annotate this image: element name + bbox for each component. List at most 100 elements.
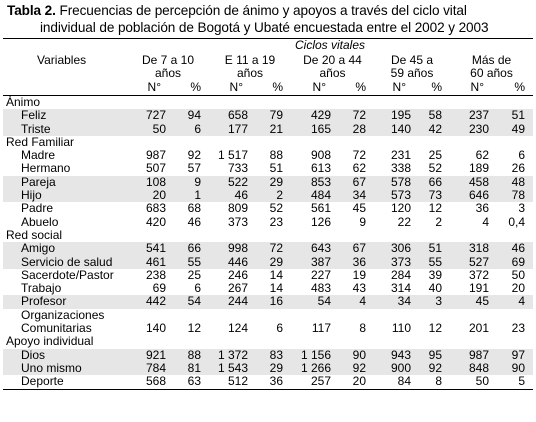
- percent-cell: 42: [414, 122, 450, 136]
- caption-line-2: individual de población de Bogotá y Ubat…: [40, 20, 489, 35]
- count-cell: 387: [291, 255, 334, 269]
- section-title: Ánimo: [6, 95, 41, 109]
- group-header-line2: 60 años: [470, 66, 513, 80]
- group-header-line1: Más de: [471, 53, 512, 67]
- count-cell: 314: [390, 281, 411, 296]
- count-cell: 446: [209, 255, 251, 269]
- percent-cell: 67: [334, 241, 374, 256]
- percent-cell: 3: [414, 295, 450, 309]
- count-cell: 46: [209, 188, 251, 203]
- percent-cell: 43: [352, 281, 366, 296]
- percent-cell: 90: [334, 348, 374, 362]
- count-cell: 54: [291, 295, 334, 309]
- table-row: Servicio de salud 461 55 446 29 387 36 373 55 527…: [3, 255, 534, 269]
- percent-cell: 57: [187, 161, 201, 176]
- table-row: Pareja 108 9 522 29 853 67 578 66 458 48: [3, 175, 534, 190]
- table-row: Sacerdote/Pastor 238 25 246 14 227 19 284 39 372 5…: [3, 267, 533, 282]
- pct-header: %: [169, 80, 209, 96]
- percent-cell: 51: [269, 161, 283, 176]
- count-cell: 429: [291, 108, 334, 123]
- count-cell: 84: [374, 375, 414, 390]
- count-cell: 50: [127, 122, 169, 136]
- count-cell: 541: [127, 241, 169, 256]
- table-row: Padre 683 68 809 52 561 45 120 12 36 3: [3, 201, 533, 216]
- percent-cell: 6: [194, 281, 201, 296]
- percent-cell: 25: [187, 267, 201, 282]
- section-header-row: Red Familiar: [3, 134, 533, 149]
- group-header-line2: años: [319, 66, 346, 80]
- percent-cell: 16: [251, 295, 291, 309]
- percent-cell: 72: [251, 241, 291, 256]
- table-caption: Tabla 2. Frecuencias de percepción de án…: [7, 2, 533, 36]
- percent-cell: 49: [492, 122, 534, 136]
- section-title: Red Familiar: [6, 134, 75, 149]
- count-cell: 683: [145, 201, 166, 216]
- count-cell: 22: [397, 214, 411, 229]
- header-row-groups-1: Variables De 7 a 10 E 11 a 19 De 20 a 44…: [3, 52, 533, 67]
- percent-cell: 19: [352, 267, 366, 282]
- table-row: Triste 50 6 177 21 165 28 140 42 230 49: [3, 122, 534, 136]
- percent-cell: 2: [251, 188, 291, 203]
- percent-cell: 25: [428, 148, 442, 163]
- percent-cell: 66: [169, 241, 209, 256]
- section-title: Apoyo individual: [6, 334, 94, 349]
- variables-header: Variables: [37, 53, 87, 67]
- percent-cell: 3: [518, 201, 526, 216]
- count-cell: 231: [390, 148, 411, 163]
- percent-cell: 1: [169, 188, 209, 203]
- row-label: Servicio de salud: [3, 255, 127, 269]
- count-cell: 246: [227, 267, 248, 282]
- table-body: Ánimo Feliz 727 94 658 79 429 72 195 58 237 51 Trist…: [3, 95, 534, 390]
- percent-cell: 92: [334, 361, 374, 376]
- count-cell: 284: [390, 267, 411, 282]
- count-cell: 1 543: [209, 361, 251, 376]
- row-label: Hijo: [3, 188, 127, 203]
- row-label: Deporte: [3, 375, 127, 390]
- count-cell: 613: [310, 161, 331, 176]
- percent-cell: 2: [435, 214, 442, 229]
- caption-line-1: Tabla 2. Frecuencias de percepción de án…: [7, 2, 533, 19]
- percent-cell: 36: [334, 255, 374, 269]
- count-cell: 727: [127, 108, 169, 123]
- percent-cell: 81: [169, 361, 209, 376]
- count-cell: 442: [127, 295, 169, 309]
- percent-cell: 9: [169, 175, 209, 190]
- count-cell: 69: [152, 281, 166, 296]
- table-row: Amigo 541 66 998 72 643 67 306 51 318 46: [3, 241, 534, 256]
- percent-cell: 48: [492, 175, 534, 190]
- percent-cell: 73: [414, 188, 450, 203]
- count-cell: 372: [468, 267, 489, 282]
- n-header: N°: [209, 80, 251, 96]
- percent-cell: 78: [492, 188, 534, 203]
- percent-cell: 29: [251, 175, 291, 190]
- section-header-row: Red social: [3, 228, 533, 242]
- percent-cell: 4: [492, 295, 534, 309]
- percent-cell: 95: [414, 348, 450, 362]
- count-cell: 420: [145, 214, 166, 229]
- percent-cell: 72: [334, 108, 374, 123]
- count-cell: 921: [127, 348, 169, 362]
- table-row: Comunitarias 140 12 124 6 117 8 110 12 201 23: [3, 321, 533, 336]
- count-cell: 4: [482, 214, 489, 229]
- count-cell: 227: [310, 267, 331, 282]
- n-header: N°: [450, 80, 492, 96]
- count-cell: 853: [291, 175, 334, 190]
- percent-cell: 88: [169, 348, 209, 362]
- count-cell: 257: [291, 375, 334, 390]
- section-header-row: Ánimo: [3, 95, 533, 110]
- count-cell: 120: [390, 201, 411, 216]
- percent-cell: 9: [359, 214, 366, 229]
- count-cell: 578: [374, 175, 414, 190]
- count-cell: 201: [468, 321, 489, 336]
- percent-cell: 72: [352, 148, 366, 163]
- percent-cell: 39: [428, 267, 442, 282]
- count-cell: 36: [475, 201, 489, 216]
- percent-cell: 68: [187, 201, 201, 216]
- count-cell: 658: [209, 108, 251, 123]
- group-header-line1: De 45 a: [390, 53, 434, 67]
- count-cell: 195: [374, 108, 414, 123]
- percent-cell: 88: [269, 148, 283, 163]
- pct-header: %: [492, 80, 534, 96]
- group-header-line1: E 11 a 19: [224, 53, 276, 67]
- percent-cell: 6: [518, 148, 526, 163]
